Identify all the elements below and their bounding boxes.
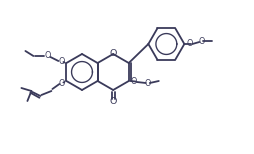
Text: O: O [58, 57, 64, 67]
Text: O: O [130, 77, 136, 87]
Text: O: O [109, 49, 116, 59]
Text: O: O [109, 97, 116, 107]
Text: O: O [197, 36, 204, 45]
Text: O: O [144, 79, 150, 89]
Text: O: O [185, 39, 192, 49]
Text: O: O [58, 79, 64, 87]
Text: O: O [44, 51, 50, 61]
